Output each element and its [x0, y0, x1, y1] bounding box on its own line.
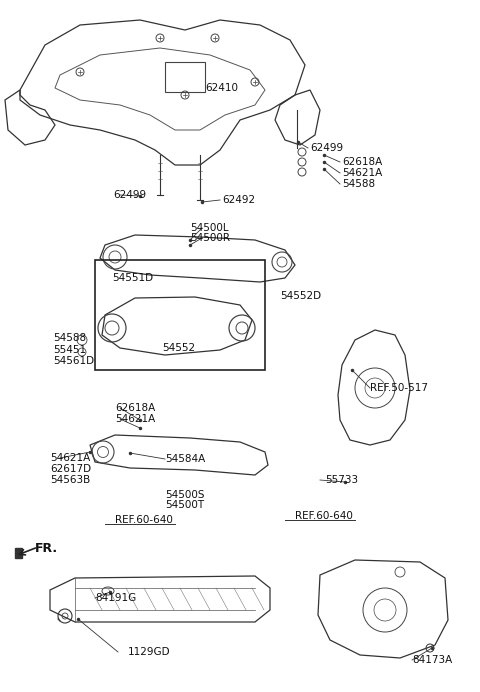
Text: REF.60-640: REF.60-640	[295, 511, 353, 521]
Text: 62499: 62499	[113, 190, 146, 200]
Text: 54563B: 54563B	[50, 475, 90, 485]
Text: 54551D: 54551D	[112, 273, 153, 283]
Text: 54561D: 54561D	[53, 356, 94, 366]
Bar	[165, 62, 205, 92]
Text: FR.: FR.	[35, 542, 58, 554]
Text: 62410: 62410	[205, 83, 238, 93]
Text: 54500T: 54500T	[165, 500, 204, 510]
Text: REF.50-517: REF.50-517	[370, 383, 428, 393]
Text: 54584A: 54584A	[165, 454, 205, 464]
Text: 54621A: 54621A	[50, 453, 90, 463]
Text: 62617D: 62617D	[50, 464, 91, 474]
Bar	[95, 260, 265, 370]
Text: 54588: 54588	[53, 333, 86, 343]
Text: 54552: 54552	[162, 343, 195, 353]
Text: 54621A: 54621A	[342, 168, 382, 178]
Text: 62618A: 62618A	[115, 403, 155, 413]
Polygon shape	[15, 548, 22, 558]
Text: 54588: 54588	[342, 179, 375, 189]
Text: REF.60-640: REF.60-640	[115, 515, 173, 525]
Text: 62618A: 62618A	[342, 157, 382, 167]
Text: 54500L: 54500L	[190, 223, 228, 233]
Text: 54621A: 54621A	[115, 414, 155, 424]
Text: 62492: 62492	[222, 195, 255, 205]
Text: 55733: 55733	[325, 475, 358, 485]
Text: 62499: 62499	[310, 143, 343, 153]
Text: 84191G: 84191G	[95, 593, 136, 603]
Text: 84173A: 84173A	[412, 655, 452, 665]
Text: 54500S: 54500S	[165, 490, 204, 500]
Text: 54552D: 54552D	[280, 291, 321, 301]
Text: 1129GD: 1129GD	[128, 647, 170, 657]
Text: 54500R: 54500R	[190, 233, 230, 243]
Text: 55451: 55451	[53, 345, 86, 355]
